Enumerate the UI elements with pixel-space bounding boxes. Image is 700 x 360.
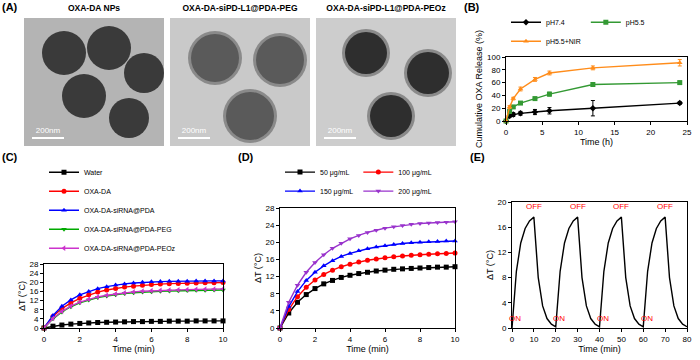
svg-text:4: 4 [348, 335, 353, 344]
svg-text:0: 0 [34, 324, 39, 333]
svg-text:20: 20 [497, 198, 506, 207]
svg-text:12: 12 [497, 248, 506, 257]
svg-text:60: 60 [639, 335, 648, 344]
svg-text:4: 4 [34, 315, 39, 324]
svg-text:ΔT (°C): ΔT (°C) [253, 253, 263, 283]
svg-text:ON: ON [597, 314, 609, 323]
svg-text:200nm: 200nm [328, 126, 353, 135]
svg-text:0: 0 [504, 128, 509, 137]
svg-text:100: 100 [487, 53, 501, 62]
svg-text:28: 28 [29, 260, 38, 269]
svg-text:6: 6 [149, 335, 154, 344]
svg-text:Cumulative OXA Release (%): Cumulative OXA Release (%) [474, 30, 484, 148]
svg-text:0: 0 [42, 335, 47, 344]
svg-text:20: 20 [646, 128, 655, 137]
svg-text:Water: Water [84, 169, 103, 176]
svg-text:100 μg/mL: 100 μg/mL [398, 169, 431, 177]
svg-text:Time (min): Time (min) [346, 344, 389, 354]
svg-text:50 μg/mL: 50 μg/mL [320, 169, 349, 177]
svg-text:20: 20 [265, 238, 274, 247]
svg-text:ON: ON [641, 314, 653, 323]
svg-text:70: 70 [661, 335, 670, 344]
svg-text:10: 10 [219, 335, 228, 344]
svg-text:80: 80 [491, 66, 500, 75]
svg-text:2: 2 [78, 335, 83, 344]
svg-text:0: 0 [270, 324, 275, 333]
svg-text:ON: ON [553, 314, 565, 323]
html-text:(D): (D) [238, 151, 254, 163]
svg-text:12: 12 [29, 296, 38, 305]
svg-text:10: 10 [529, 335, 538, 344]
svg-text:5: 5 [540, 128, 545, 137]
svg-text:OXA-DA-siRNA@PDA: OXA-DA-siRNA@PDA [84, 207, 155, 214]
html-text:(A): (A) [2, 1, 18, 13]
svg-text:4: 4 [502, 299, 507, 308]
svg-text:30: 30 [573, 335, 582, 344]
svg-text:Time (min): Time (min) [112, 344, 155, 354]
svg-text:8: 8 [418, 335, 423, 344]
html-text:OXA-DA NPs: OXA-DA NPs [67, 3, 120, 13]
svg-text:150 μg/mL: 150 μg/mL [320, 188, 353, 196]
svg-text:20: 20 [551, 335, 560, 344]
svg-text:pH5.5+NIR: pH5.5+NIR [546, 38, 581, 46]
svg-text:Time (h): Time (h) [580, 137, 613, 147]
svg-text:200nm: 200nm [182, 126, 207, 135]
svg-text:0: 0 [278, 335, 283, 344]
svg-text:OXA-DA-siRNA@PDA-PEG: OXA-DA-siRNA@PDA-PEG [84, 226, 172, 233]
svg-text:28: 28 [265, 204, 274, 213]
svg-text:40: 40 [491, 91, 500, 100]
svg-text:10: 10 [451, 335, 460, 344]
svg-text:8: 8 [270, 290, 275, 299]
svg-text:OFF: OFF [526, 202, 542, 211]
svg-text:80: 80 [683, 335, 692, 344]
svg-text:10: 10 [574, 128, 583, 137]
svg-text:OXA-DA-siRNA@PDA-PEOz: OXA-DA-siRNA@PDA-PEOz [84, 245, 176, 252]
svg-text:60: 60 [491, 78, 500, 87]
svg-text:200nm: 200nm [36, 126, 61, 135]
svg-text:8: 8 [502, 273, 507, 282]
svg-text:pH7.4: pH7.4 [546, 19, 565, 27]
html-text:(B): (B) [464, 1, 480, 13]
svg-text:200 μg/mL: 200 μg/mL [398, 188, 431, 196]
svg-text:16: 16 [497, 223, 506, 232]
svg-text:4: 4 [113, 335, 118, 344]
html-text:(C): (C) [2, 151, 18, 163]
svg-text:25: 25 [683, 128, 692, 137]
svg-text:16: 16 [265, 255, 274, 264]
svg-text:24: 24 [29, 269, 38, 278]
svg-text:ΔT (°C): ΔT (°C) [17, 281, 27, 311]
svg-text:50: 50 [617, 335, 626, 344]
svg-text:8: 8 [185, 335, 190, 344]
svg-text:OFF: OFF [657, 202, 673, 211]
svg-text:8: 8 [34, 306, 39, 315]
svg-text:15: 15 [610, 128, 619, 137]
svg-text:OXA-DA: OXA-DA [84, 188, 111, 195]
html-text:OXA-DA-siPD-L1@PDA-PEG: OXA-DA-siPD-L1@PDA-PEG [182, 3, 298, 13]
svg-text:0: 0 [510, 335, 515, 344]
svg-text:0: 0 [502, 324, 507, 333]
svg-text:0: 0 [496, 117, 501, 126]
svg-text:2: 2 [313, 335, 318, 344]
html-text:OXA-DA-siPD-L1@PDA-PEOz: OXA-DA-siPD-L1@PDA-PEOz [326, 3, 446, 13]
svg-text:24: 24 [265, 221, 274, 230]
svg-text:OFF: OFF [570, 202, 586, 211]
svg-text:4: 4 [270, 307, 275, 316]
svg-text:40: 40 [595, 335, 604, 344]
svg-text:6: 6 [383, 335, 388, 344]
svg-text:12: 12 [265, 272, 274, 281]
svg-text:ΔT (°C): ΔT (°C) [485, 250, 495, 280]
svg-text:Time (min): Time (min) [578, 344, 621, 354]
svg-text:20: 20 [29, 278, 38, 287]
svg-text:20: 20 [491, 104, 500, 113]
html-text:(E): (E) [470, 151, 485, 163]
svg-text:16: 16 [29, 287, 38, 296]
svg-text:ON: ON [509, 314, 521, 323]
svg-text:OFF: OFF [613, 202, 629, 211]
svg-text:pH5.5: pH5.5 [626, 19, 645, 27]
